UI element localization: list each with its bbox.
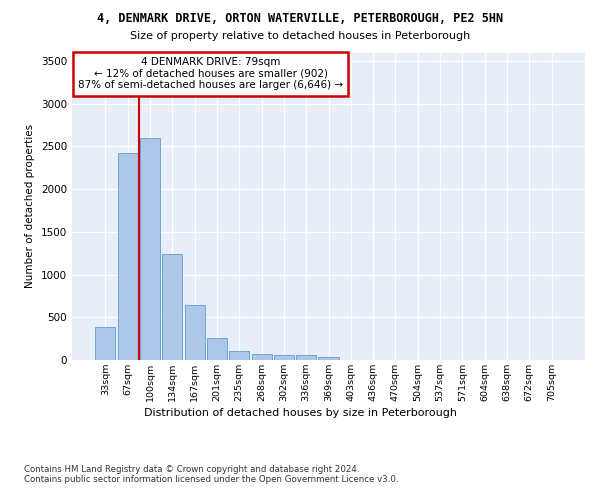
Text: 4, DENMARK DRIVE, ORTON WATERVILLE, PETERBOROUGH, PE2 5HN: 4, DENMARK DRIVE, ORTON WATERVILLE, PETE…: [97, 12, 503, 26]
Bar: [95, 326, 115, 360]
Bar: [296, 356, 316, 360]
Bar: [185, 306, 205, 360]
Bar: [251, 354, 272, 360]
Bar: [162, 254, 182, 360]
Bar: [140, 138, 160, 360]
Bar: [118, 154, 138, 360]
Bar: [229, 352, 249, 360]
Y-axis label: Number of detached properties: Number of detached properties: [25, 124, 35, 288]
Text: Contains HM Land Registry data © Crown copyright and database right 2024.
Contai: Contains HM Land Registry data © Crown c…: [24, 465, 398, 484]
Text: Distribution of detached houses by size in Peterborough: Distribution of detached houses by size …: [143, 408, 457, 418]
Bar: [274, 355, 294, 360]
Bar: [319, 357, 338, 360]
Bar: [207, 338, 227, 360]
Text: 4 DENMARK DRIVE: 79sqm
← 12% of detached houses are smaller (902)
87% of semi-de: 4 DENMARK DRIVE: 79sqm ← 12% of detached…: [78, 57, 343, 90]
Text: Size of property relative to detached houses in Peterborough: Size of property relative to detached ho…: [130, 31, 470, 41]
